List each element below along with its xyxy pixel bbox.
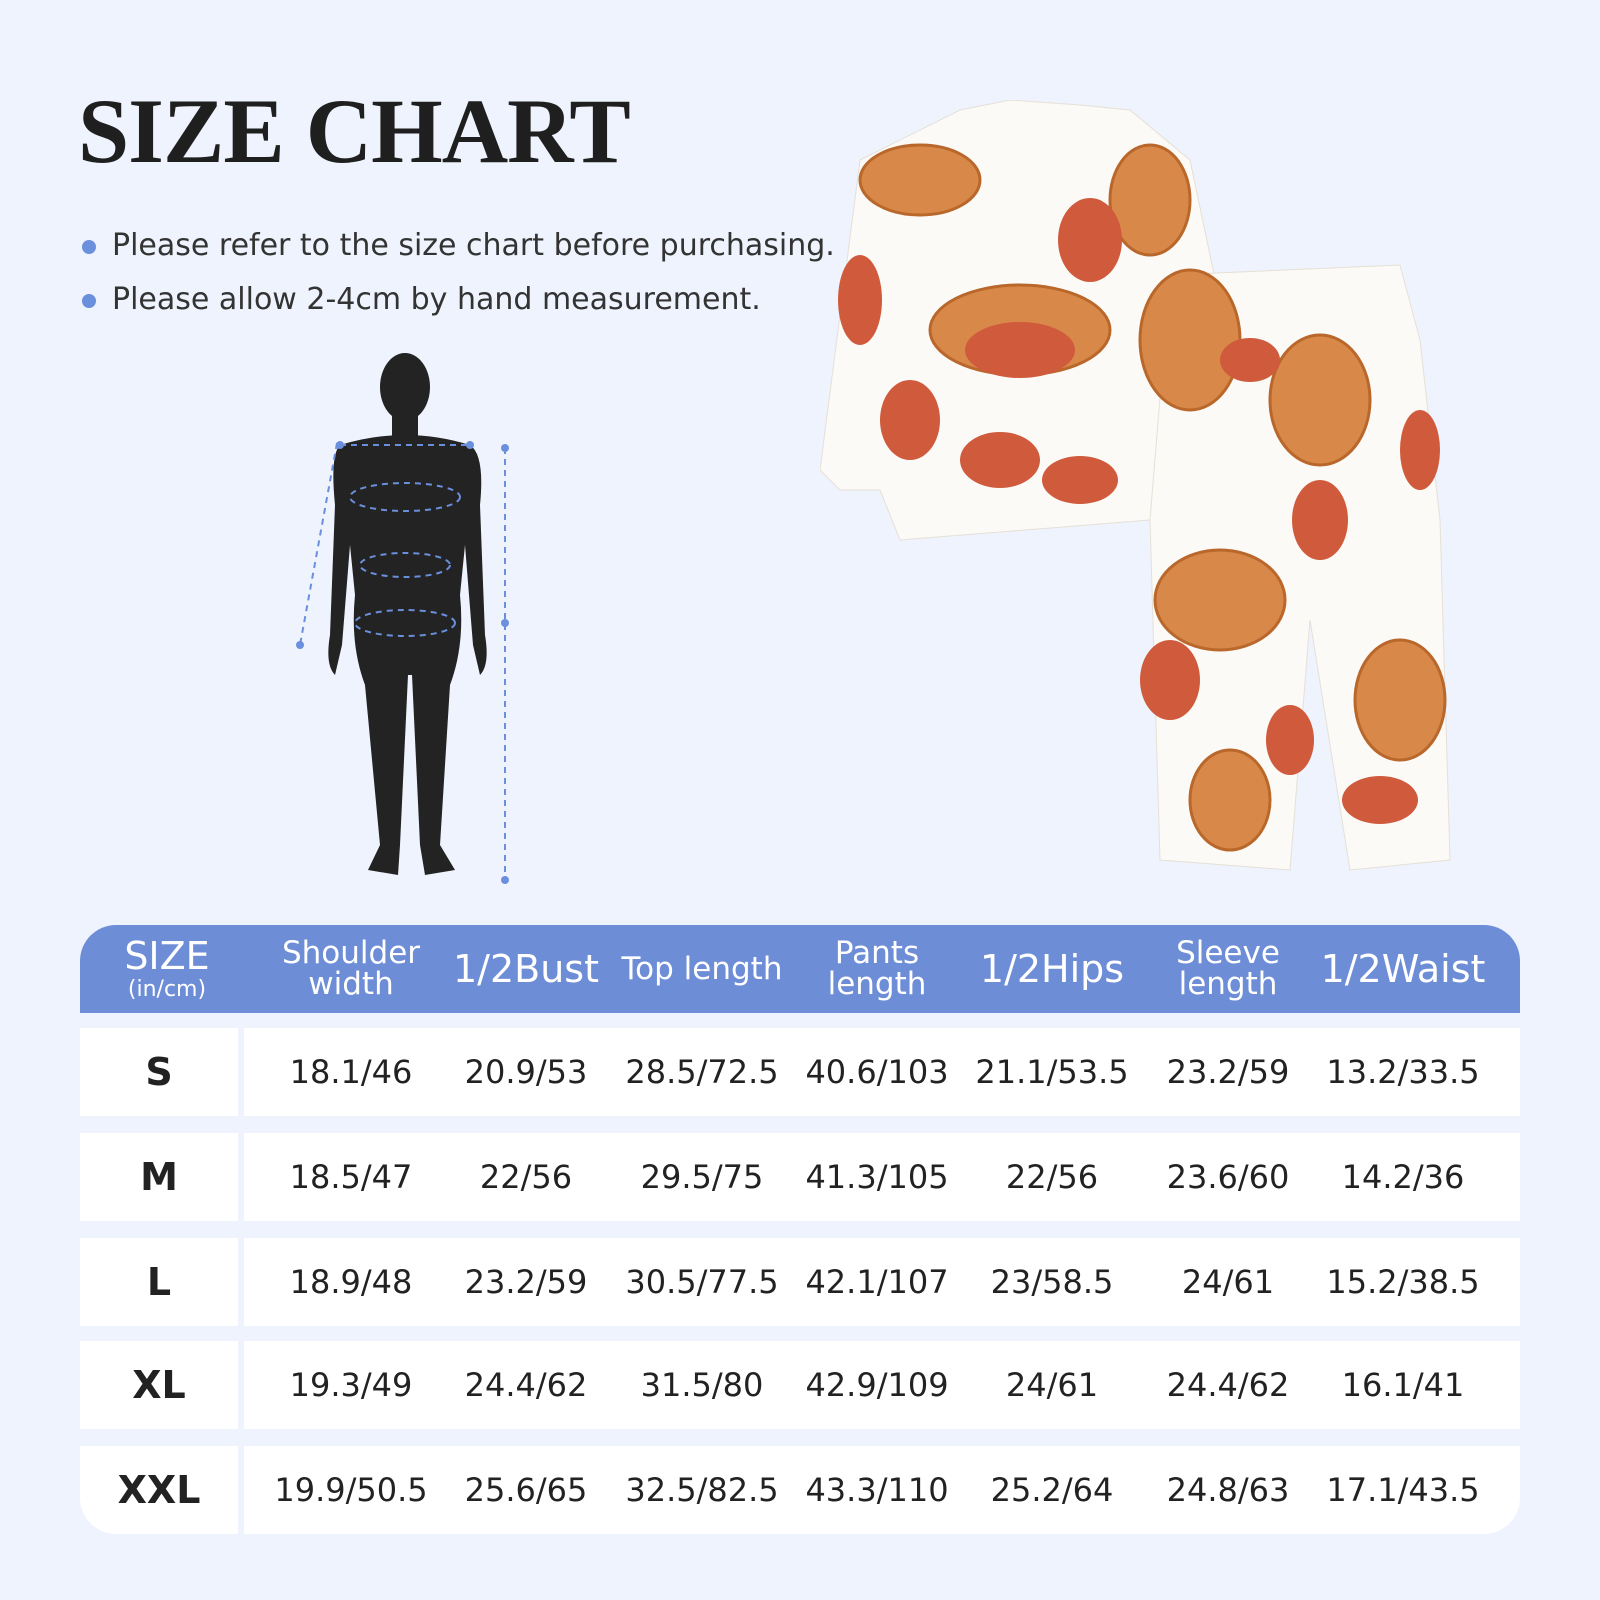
- value-cell: 25.2/64: [990, 1471, 1114, 1509]
- size-cell: L: [80, 1238, 238, 1326]
- note: Please refer to the size chart before pu…: [82, 228, 835, 263]
- value-cell: 13.2/33.5: [1326, 1053, 1480, 1091]
- pajama-image: [820, 100, 1451, 871]
- value-cell: 24.4/62: [1166, 1366, 1290, 1404]
- table-row: XL 19.3/49 24.4/62 31.5/80 42.9/109 24/61 24.4…: [80, 1341, 1520, 1429]
- value-cell: 29.5/75: [640, 1158, 764, 1196]
- table-row: L 18.9/48 23.2/59 30.5/77.5 42.1/107 23/58.5 2…: [80, 1238, 1520, 1326]
- value-cell: 24/61: [1005, 1366, 1099, 1404]
- value-cell: 23.6/60: [1166, 1158, 1290, 1196]
- row-values: [244, 1341, 1520, 1429]
- note: Please allow 2-4cm by hand measurement.: [82, 282, 761, 317]
- value-cell: 18.9/48: [289, 1263, 413, 1301]
- value-cell: 19.9/50.5: [274, 1471, 428, 1509]
- value-cell: 40.6/103: [805, 1053, 949, 1091]
- value-cell: 15.2/38.5: [1326, 1263, 1480, 1301]
- value-cell: 21.1/53.5: [975, 1053, 1129, 1091]
- value-cell: 28.5/72.5: [625, 1053, 779, 1091]
- value-cell: 41.3/105: [805, 1158, 949, 1196]
- row-values: [244, 1446, 1520, 1534]
- value-cell: 18.1/46: [289, 1053, 413, 1091]
- value-cell: 22/56: [1005, 1158, 1099, 1196]
- size-cell: S: [80, 1028, 238, 1116]
- column-header: 1/2Bust: [452, 947, 599, 991]
- value-cell: 23.2/59: [464, 1263, 588, 1301]
- value-cell: 20.9/53: [464, 1053, 588, 1091]
- value-cell: 31.5/80: [640, 1366, 764, 1404]
- column-header: Sleeve length: [1176, 935, 1280, 1002]
- size-cell: M: [80, 1133, 238, 1221]
- value-cell: 16.1/41: [1341, 1366, 1465, 1404]
- size-cell: XXL: [80, 1446, 238, 1534]
- value-cell: 23/58.5: [990, 1263, 1114, 1301]
- value-cell: 19.3/49: [289, 1366, 413, 1404]
- value-cell: 42.9/109: [805, 1366, 949, 1404]
- table-row: S 18.1/46 20.9/53 28.5/72.5 40.6/103 21.1/53.…: [80, 1028, 1520, 1116]
- value-cell: 17.1/43.5: [1326, 1471, 1480, 1509]
- row-values: [244, 1238, 1520, 1326]
- unit-label: (in/cm): [127, 977, 207, 1002]
- value-cell: 43.3/110: [805, 1471, 949, 1509]
- table-header: SIZE (in/cm) Shoulder width 1/2Bust Top leng…: [80, 925, 1520, 1013]
- value-cell: 18.5/47: [289, 1158, 413, 1196]
- column-header: Top length: [621, 950, 783, 987]
- size-header: SIZE (in/cm): [97, 925, 237, 1013]
- body-figure: [296, 353, 509, 884]
- value-cell: 24/61: [1181, 1263, 1275, 1301]
- row-values: [244, 1028, 1520, 1116]
- value-cell: 23.2/59: [1166, 1053, 1290, 1091]
- column-header: Shoulder width: [281, 935, 421, 1002]
- value-cell: 25.6/65: [464, 1471, 588, 1509]
- table-row: M 18.5/47 22/56 29.5/75 41.3/105 22/56 23.6/60…: [80, 1133, 1520, 1221]
- value-cell: 32.5/82.5: [625, 1471, 779, 1509]
- value-cell: 42.1/107: [805, 1263, 949, 1301]
- value-cell: 30.5/77.5: [625, 1263, 779, 1301]
- size-cell: XL: [80, 1341, 238, 1429]
- value-cell: 24.4/62: [464, 1366, 588, 1404]
- column-header: 1/2Waist: [1320, 947, 1486, 991]
- column-header: 1/2Hips: [979, 947, 1125, 991]
- size-label: SIZE: [124, 934, 210, 978]
- row-values: [244, 1133, 1520, 1221]
- column-header: Pants length: [827, 935, 927, 1002]
- value-cell: 24.8/63: [1166, 1471, 1290, 1509]
- value-cell: 22/56: [479, 1158, 573, 1196]
- table-row: XXL 19.9/50.5 25.6/65 32.5/82.5 43.3/110 25.2…: [80, 1446, 1520, 1534]
- title: SIZE CHART: [78, 80, 631, 182]
- value-cell: 14.2/36: [1341, 1158, 1465, 1196]
